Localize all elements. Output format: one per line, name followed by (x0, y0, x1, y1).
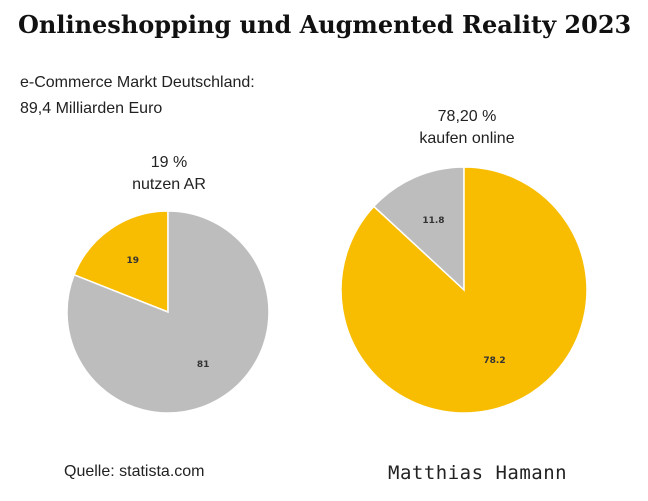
online-slice-rest-label: 78.2 (483, 356, 505, 366)
ar-pie-caption: 19 % nutzen AR (84, 152, 254, 196)
online-pie-caption: 78,20 % kaufen online (382, 106, 552, 150)
ar-slice-yes (73, 210, 169, 314)
market-info-line-2: 89,4 Milliarden Euro (20, 100, 163, 117)
market-info: e-Commerce Markt Deutschland: 89,4 Milli… (20, 70, 255, 122)
online-pie: 11.8 78.2 (340, 166, 588, 414)
source-note: Quelle: statista.com (64, 463, 205, 480)
market-info-line-1: e-Commerce Markt Deutschland: (20, 74, 255, 91)
author-signature: Matthias Hamann (388, 462, 568, 484)
ar-pie-caption-text: nutzen AR (132, 176, 206, 193)
online-slice-ar-label: 11.8 (422, 216, 444, 226)
online-pie-caption-value: 78,20 % (437, 108, 497, 125)
online-slice-ar (372, 166, 465, 292)
chart-title: Onlineshopping und Augmented Reality 202… (18, 10, 632, 39)
ar-slice-no (66, 210, 270, 414)
ar-slice-no-label: 81 (197, 360, 210, 370)
ar-pie-caption-value: 19 % (150, 154, 188, 171)
online-slice-rest (340, 166, 588, 414)
ar-slice-yes-label: 19 (127, 256, 140, 266)
online-pie-caption-text: kaufen online (419, 130, 515, 147)
